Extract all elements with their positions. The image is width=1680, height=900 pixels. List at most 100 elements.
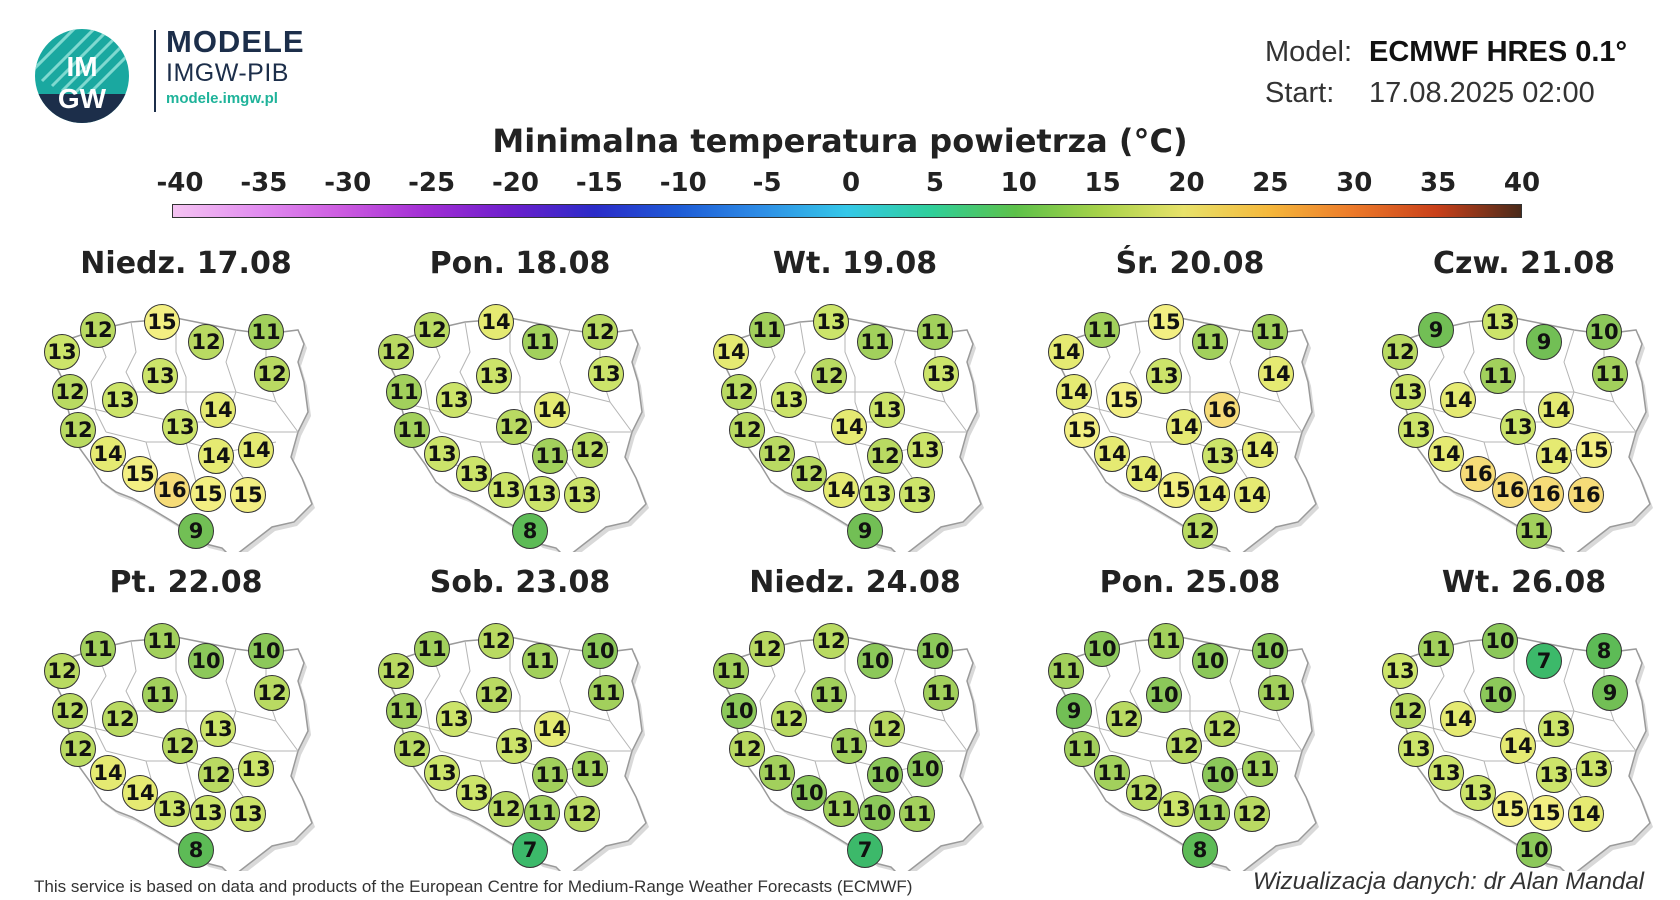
temperature-marker: 10 <box>248 633 284 669</box>
temperature-marker: 12 <box>759 436 795 472</box>
temperature-marker: 10 <box>1482 623 1518 659</box>
temperature-marker: 14 <box>534 392 570 428</box>
temperature-marker: 13 <box>1428 755 1464 791</box>
temperature-marker: 11 <box>811 677 847 713</box>
temperature-marker: 10 <box>582 633 618 669</box>
temperature-marker: 11 <box>857 324 893 360</box>
temperature-marker: 13 <box>564 477 600 513</box>
forecast-panel: Wt. 19.08 14 11 13 11 11 13 12 13 12 13 12 14 12 12 13 1… <box>705 246 1005 552</box>
temperature-marker: 10 <box>859 795 895 831</box>
temperature-marker: 10 <box>791 775 827 811</box>
temperature-marker: 14 <box>122 775 158 811</box>
temperature-marker: 9 <box>1526 324 1562 360</box>
colorbar-tick-label: 5 <box>925 168 944 198</box>
temperature-marker: 13 <box>1538 711 1574 747</box>
temperature-marker: 12 <box>572 432 608 468</box>
temperature-marker: 14 <box>1126 456 1162 492</box>
temperature-marker: 13 <box>859 476 895 512</box>
voivodeship-border <box>559 421 632 433</box>
temperature-marker: 14 <box>1234 477 1270 513</box>
temperature-marker: 7 <box>847 832 883 868</box>
colorbar-tick-label: -25 <box>408 168 456 198</box>
temperature-marker: 16 <box>1568 477 1604 513</box>
forecast-panel: Wt. 26.08 13 11 10 7 8 9 12 14 10 13 13 14 13 13 13 13 15… <box>1374 565 1674 871</box>
brand-url-link[interactable]: modele.imgw.pl <box>166 90 278 107</box>
temperature-marker: 14 <box>1440 701 1476 737</box>
panel-date: Wt. 19.08 <box>772 246 938 281</box>
voivodeship-border <box>759 329 776 433</box>
panel-date: Śr. 20.08 <box>1115 246 1265 281</box>
start-value: 17.08.2025 02:00 <box>1369 77 1595 109</box>
temperature-marker: 11 <box>1192 324 1228 360</box>
temperature-marker: 14 <box>1428 436 1464 472</box>
temperature-marker: 14 <box>1242 432 1278 468</box>
temperature-marker: 11 <box>1048 653 1084 689</box>
voivodeship-border <box>1428 648 1445 752</box>
temperature-marker: 16 <box>1204 392 1240 428</box>
temperature-marker: 12 <box>811 358 847 394</box>
forecast-panel: Niedz. 17.08 13 12 15 12 11 12 12 13 13 14 12 13 14 14… <box>36 246 336 552</box>
voivodeship-border <box>1428 329 1445 433</box>
temperature-marker: 12 <box>198 757 234 793</box>
temperature-marker: 13 <box>1390 374 1426 410</box>
forecast-panel: Niedz. 24.08 11 12 12 10 10 11 10 12 11 12 12 11 11 10… <box>705 565 1005 871</box>
temperature-marker: 13 <box>190 795 226 831</box>
temperature-marker: 13 <box>1482 304 1518 340</box>
panel-date: Pt. 22.08 <box>109 565 263 600</box>
temperature-marker: 12 <box>867 438 903 474</box>
voivodeship-border <box>424 648 441 752</box>
temperature-marker: 11 <box>572 751 608 787</box>
forecast-panel: Pon. 25.08 11 10 11 10 10 11 9 12 10 12 11 12 11 10 11 1… <box>1040 565 1340 871</box>
temperature-marker: 15 <box>1158 472 1194 508</box>
colorbar-tick-label: -40 <box>156 168 204 198</box>
temperature-marker: 10 <box>1192 643 1228 679</box>
temperature-marker: 12 <box>394 731 430 767</box>
temperature-marker: 13 <box>142 358 178 394</box>
panel-date: Czw. 21.08 <box>1432 246 1615 281</box>
temperature-marker: 13 <box>524 476 560 512</box>
temperature-marker: 11 <box>144 623 180 659</box>
temperature-marker: 13 <box>771 382 807 418</box>
temperature-marker: 14 <box>1500 728 1536 764</box>
temperature-marker: 11 <box>142 677 178 713</box>
temperature-marker: 14 <box>1258 356 1294 392</box>
temperature-marker: 10 <box>867 757 903 793</box>
temperature-marker: 11 <box>899 796 935 832</box>
temperature-marker: 13 <box>1202 438 1238 474</box>
temperature-marker: 11 <box>1084 312 1120 348</box>
temperature-marker: 14 <box>238 432 274 468</box>
temperature-marker: 14 <box>200 392 236 428</box>
model-value: ECMWF HRES 0.1° <box>1369 36 1628 68</box>
temperature-marker: 15 <box>230 477 266 513</box>
colorbar-tick-label: 30 <box>1336 168 1373 198</box>
temperature-marker: 12 <box>1126 775 1162 811</box>
forecast-panel: Pt. 22.08 12 11 11 10 10 12 12 12 11 13 12 12 14 12 13 1… <box>36 565 336 871</box>
temperature-marker: 16 <box>1460 456 1496 492</box>
start-label: Start: <box>1265 77 1335 109</box>
temperature-marker: 11 <box>522 643 558 679</box>
panel-date: Pon. 25.08 <box>1099 565 1281 600</box>
temperature-marker: 15 <box>1492 791 1528 827</box>
temperature-marker: 13 <box>1382 653 1418 689</box>
temperature-marker: 11 <box>1418 631 1454 667</box>
temperature-marker: 11 <box>414 631 450 667</box>
temperature-marker: 11 <box>831 728 867 764</box>
voivodeship-border <box>1094 329 1111 433</box>
temperature-marker: 11 <box>80 631 116 667</box>
temperature-marker: 12 <box>729 412 765 448</box>
temperature-marker: 13 <box>923 356 959 392</box>
temperature-marker: 9 <box>1056 693 1092 729</box>
brand-title: MODELE <box>166 24 305 59</box>
temperature-marker: 15 <box>144 304 180 340</box>
panel-date: Niedz. 24.08 <box>749 565 961 600</box>
temperature-marker: 13 <box>162 409 198 445</box>
temperature-marker: 13 <box>238 751 274 787</box>
temperature-marker: 14 <box>1166 409 1202 445</box>
colorbar-tick-label: 15 <box>1084 168 1121 198</box>
voivodeship-border <box>90 648 107 752</box>
temperature-marker: 8 <box>512 513 548 549</box>
voivodeship-border <box>424 329 441 433</box>
temperature-marker: 14 <box>1538 392 1574 428</box>
temperature-marker: 8 <box>178 832 214 868</box>
temperature-marker: 16 <box>1492 472 1528 508</box>
